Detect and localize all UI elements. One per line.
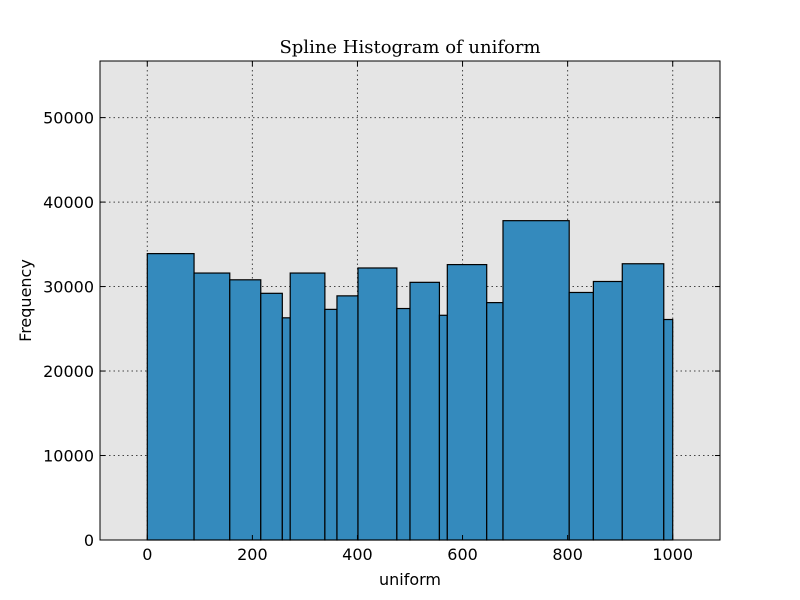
histogram-bar [410, 282, 439, 540]
y-tick-label: 0 [84, 531, 94, 550]
histogram-bar [439, 315, 447, 540]
histogram-bar [622, 264, 664, 540]
y-tick-label: 30000 [43, 278, 94, 297]
y-tick-label: 50000 [43, 109, 94, 128]
x-axis-label: uniform [379, 570, 441, 589]
histogram-bar [194, 273, 230, 540]
x-tick-label: 400 [342, 545, 373, 564]
histogram-bar [569, 292, 593, 540]
histogram-bar [337, 296, 358, 540]
y-axis-label: Frequency [16, 259, 35, 342]
histogram-bar [147, 254, 194, 540]
x-tick-label: 200 [237, 545, 268, 564]
histogram-bar [261, 293, 283, 540]
x-tick-label: 800 [552, 545, 583, 564]
histogram-bar [282, 318, 290, 540]
y-tick-label: 20000 [43, 362, 94, 381]
y-tick-label: 40000 [43, 193, 94, 212]
histogram-bar [664, 320, 673, 540]
histogram-bar [487, 303, 503, 540]
histogram-bar [290, 273, 325, 540]
histogram-bar [593, 281, 622, 540]
histogram-bar [397, 309, 410, 540]
histogram-bar [503, 221, 569, 540]
x-tick-label: 0 [142, 545, 152, 564]
x-tick-label: 600 [447, 545, 478, 564]
histogram-bar [325, 309, 337, 540]
histogram-bar [230, 280, 261, 540]
x-tick-label: 1000 [652, 545, 693, 564]
y-tick-label: 10000 [43, 447, 94, 466]
histogram-bar [447, 265, 486, 540]
chart-title: Spline Histogram of uniform [279, 37, 540, 58]
histogram-bar [358, 268, 397, 540]
